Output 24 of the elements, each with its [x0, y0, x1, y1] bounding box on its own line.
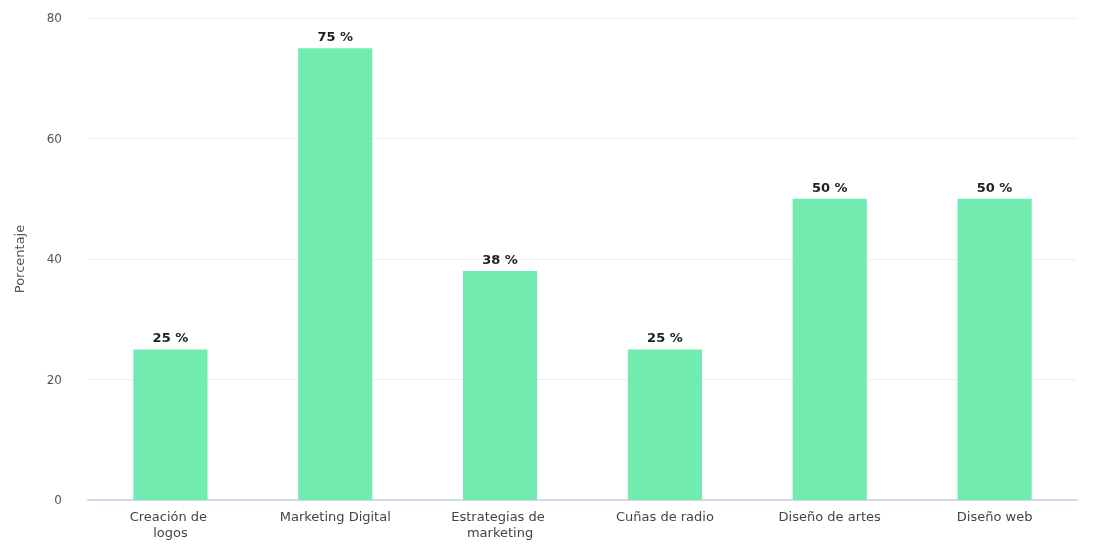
bar: [627, 349, 702, 500]
y-axis-title: Porcentaje: [12, 224, 27, 294]
x-tick-label: Estrategias de marketing: [451, 508, 549, 540]
bar: [298, 48, 373, 500]
data-label: 25 %: [647, 330, 683, 346]
data-label: 75 %: [317, 29, 354, 45]
y-tick-label: 40: [46, 252, 62, 266]
bar: [957, 198, 1032, 500]
data-label: 50 %: [976, 179, 1013, 195]
data-label: 50 %: [811, 179, 848, 195]
data-label: 38 %: [482, 252, 518, 268]
x-tick-label: Marketing Digital: [279, 508, 391, 524]
x-tick-label: Creación de logos: [129, 508, 212, 540]
y-tick-label: 60: [46, 131, 62, 146]
x-tick-label: Diseño de artes: [778, 508, 882, 524]
data-label: 25 %: [152, 330, 189, 346]
y-tick-label: 0: [54, 493, 62, 507]
y-tick-label: 80: [46, 11, 62, 25]
x-tick-label: Diseño web: [956, 508, 1033, 524]
y-tick-label: 20: [46, 372, 62, 387]
bar: [133, 349, 208, 500]
x-tick-label: Cuñas de radio: [615, 508, 714, 524]
bar: [792, 198, 867, 500]
bar: [463, 271, 538, 500]
